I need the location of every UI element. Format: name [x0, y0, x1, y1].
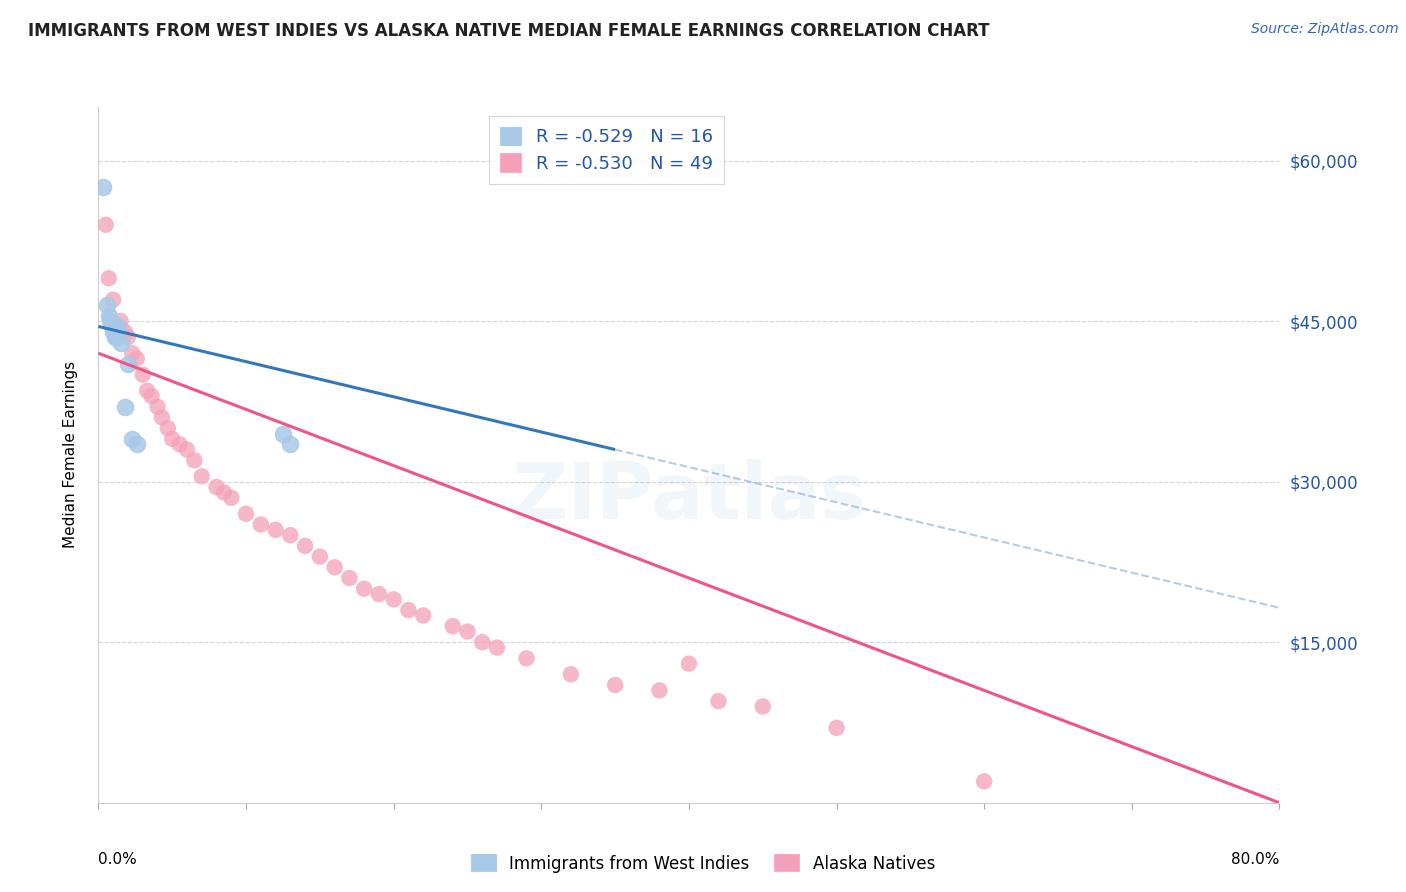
Point	[368, 587, 391, 601]
Point	[98, 314, 121, 328]
Point	[678, 657, 700, 671]
Point	[169, 437, 191, 451]
Point	[121, 346, 143, 360]
Legend: Immigrants from West Indies, Alaska Natives: Immigrants from West Indies, Alaska Nati…	[464, 847, 942, 880]
Point	[96, 298, 118, 312]
Point	[264, 523, 287, 537]
Point	[605, 678, 627, 692]
Y-axis label: Median Female Earnings: Median Female Earnings	[63, 361, 77, 549]
Point	[294, 539, 316, 553]
Point	[105, 319, 128, 334]
Point	[136, 384, 159, 398]
Point	[648, 683, 671, 698]
Text: IMMIGRANTS FROM WEST INDIES VS ALASKA NATIVE MEDIAN FEMALE EARNINGS CORRELATION : IMMIGRANTS FROM WEST INDIES VS ALASKA NA…	[28, 22, 990, 40]
Point	[150, 410, 173, 425]
Point	[560, 667, 582, 681]
Point	[104, 330, 127, 344]
Point	[205, 480, 228, 494]
Legend: R = -0.529   N = 16, R = -0.530   N = 49: R = -0.529 N = 16, R = -0.530 N = 49	[489, 116, 724, 184]
Point	[114, 325, 136, 339]
Point	[323, 560, 346, 574]
Text: ZIPatlas: ZIPatlas	[512, 458, 866, 534]
Point	[353, 582, 375, 596]
Point	[162, 432, 183, 446]
Point	[441, 619, 464, 633]
Point	[132, 368, 155, 382]
Point	[110, 314, 132, 328]
Point	[114, 400, 136, 414]
Point	[825, 721, 848, 735]
Point	[105, 330, 128, 344]
Point	[973, 774, 995, 789]
Point	[471, 635, 494, 649]
Point	[91, 180, 114, 194]
Point	[271, 426, 294, 441]
Point	[107, 319, 129, 334]
Point	[121, 432, 143, 446]
Point	[382, 592, 405, 607]
Text: 80.0%: 80.0%	[1232, 852, 1279, 866]
Point	[146, 400, 169, 414]
Point	[103, 293, 125, 307]
Point	[141, 389, 163, 403]
Point	[221, 491, 243, 505]
Point	[456, 624, 478, 639]
Point	[97, 271, 120, 285]
Point	[309, 549, 332, 564]
Point	[396, 603, 419, 617]
Point	[183, 453, 205, 467]
Text: Source: ZipAtlas.com: Source: ZipAtlas.com	[1251, 22, 1399, 37]
Point	[486, 640, 509, 655]
Text: 0.0%: 0.0%	[98, 852, 138, 866]
Point	[235, 507, 257, 521]
Point	[156, 421, 179, 435]
Point	[516, 651, 538, 665]
Point	[191, 469, 214, 483]
Point	[278, 528, 302, 542]
Point	[339, 571, 360, 585]
Point	[412, 608, 434, 623]
Point	[250, 517, 273, 532]
Point	[110, 335, 132, 350]
Point	[97, 309, 120, 323]
Point	[707, 694, 730, 708]
Point	[125, 351, 148, 366]
Point	[103, 325, 125, 339]
Point	[212, 485, 235, 500]
Point	[94, 218, 117, 232]
Point	[117, 330, 139, 344]
Point	[117, 357, 139, 371]
Point	[100, 319, 122, 334]
Point	[125, 437, 148, 451]
Point	[176, 442, 198, 457]
Point	[278, 437, 302, 451]
Point	[751, 699, 773, 714]
